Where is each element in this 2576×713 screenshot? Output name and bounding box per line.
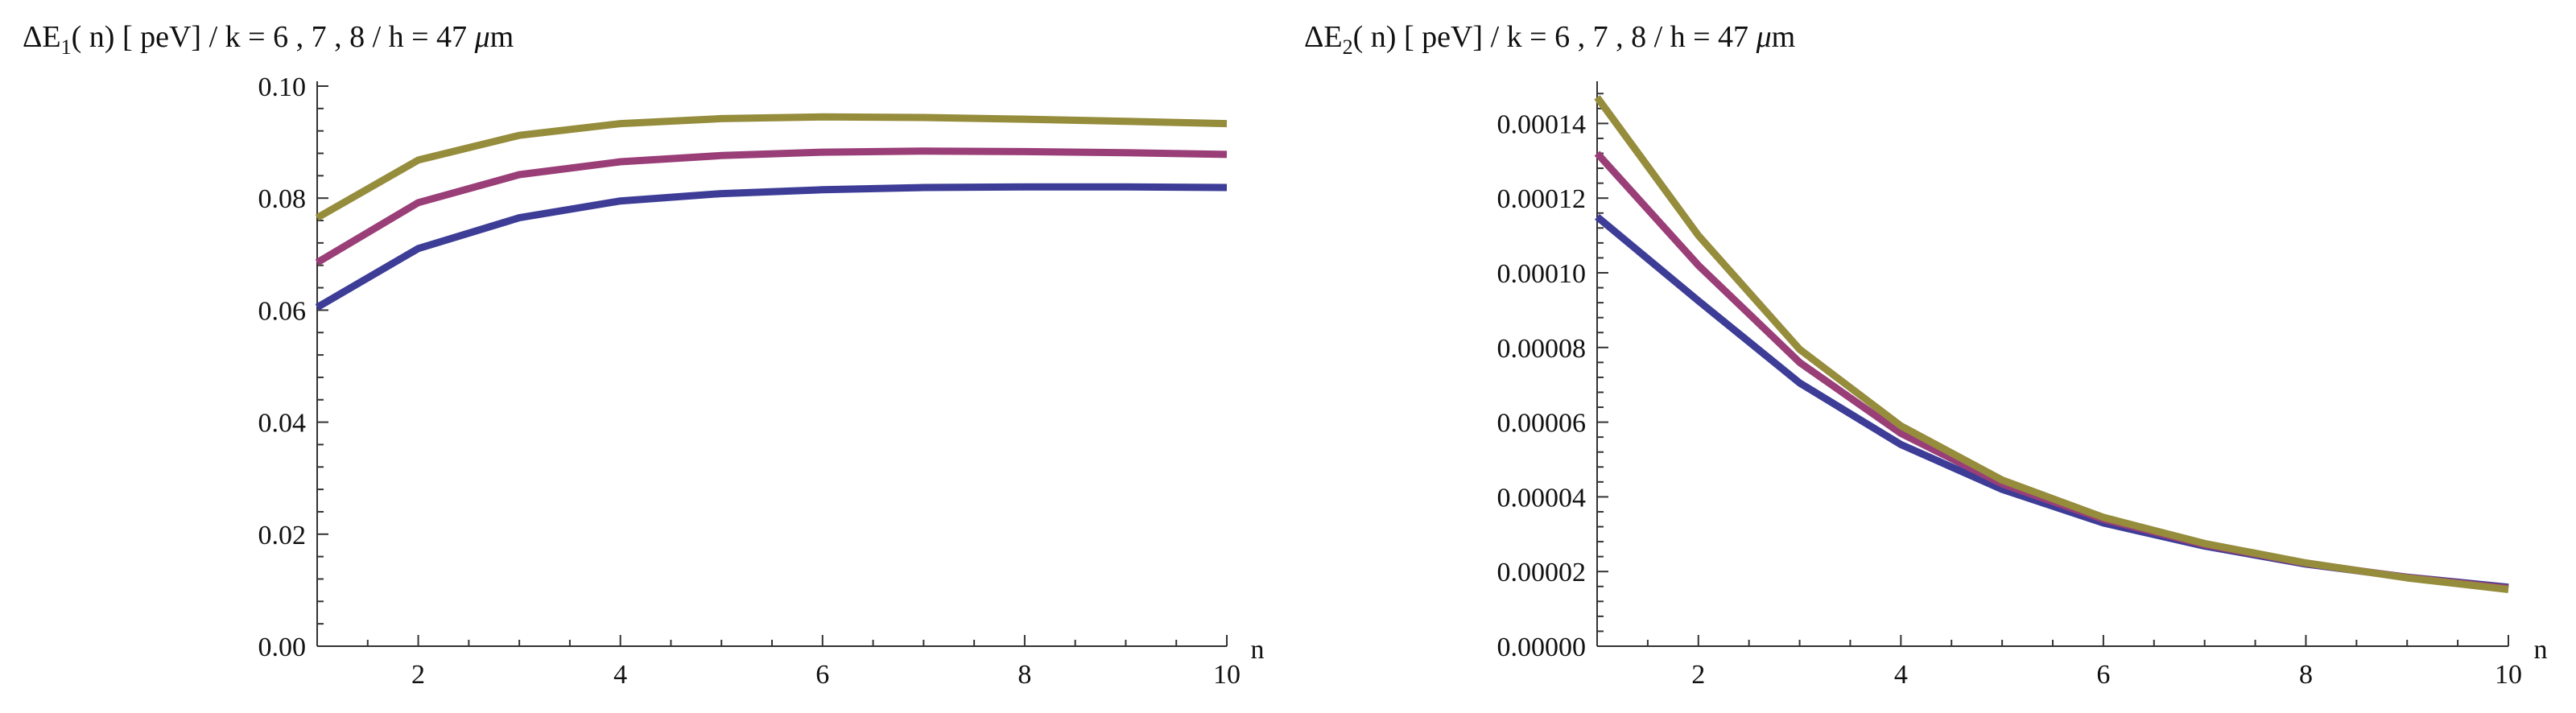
x-tick-label: 6 (815, 660, 829, 690)
x-tick-label: 4 (1894, 660, 1908, 690)
series-line-2 (315, 147, 1228, 266)
x-tick-label: 2 (1691, 660, 1705, 690)
y-tick-label: 0.10 (258, 72, 307, 102)
x-tick-label: 6 (2096, 660, 2110, 690)
series-line-3 (1594, 95, 2509, 593)
y-tick-label: 0.00006 (1497, 409, 1587, 439)
y-tick-label: 0.00 (258, 633, 307, 662)
x-axis-label: n (1251, 635, 1265, 665)
y-tick-label: 0.06 (258, 296, 307, 326)
x-tick-label: 10 (2495, 660, 2522, 690)
chart-1: ΔE1( n) [ peV] / k = 6 , 7 , 8 / h = 47 … (23, 20, 1265, 690)
y-tick-label: 0.00000 (1497, 633, 1587, 662)
y-tick-label: 0.02 (258, 521, 307, 550)
series-line-2 (1594, 150, 2509, 592)
chart-title: ΔE2( n) [ peV] / k = 6 , 7 , 8 / h = 47 … (1304, 20, 1795, 59)
y-tick-label: 0.00010 (1497, 259, 1587, 289)
x-tick-label: 10 (1213, 660, 1241, 690)
x-tick-label: 8 (1018, 660, 1031, 690)
y-tick-label: 0.00012 (1497, 184, 1587, 214)
y-tick-label: 0.08 (258, 184, 307, 214)
chart-title: ΔE1( n) [ peV] / k = 6 , 7 , 8 / h = 47 … (23, 20, 514, 59)
y-tick-label: 0.00002 (1497, 558, 1587, 587)
x-tick-label: 4 (613, 660, 627, 690)
y-tick-label: 0.00014 (1497, 109, 1587, 139)
x-tick-label: 2 (411, 660, 425, 690)
chart-2: ΔE2( n) [ peV] / k = 6 , 7 , 8 / h = 47 … (1304, 20, 2548, 690)
series-line-1 (315, 183, 1228, 311)
y-tick-label: 0.00004 (1497, 483, 1587, 513)
x-tick-label: 8 (2299, 660, 2313, 690)
y-tick-label: 0.00008 (1497, 334, 1587, 364)
y-tick-label: 0.04 (258, 409, 307, 439)
series-line-3 (315, 113, 1228, 221)
x-axis-label: n (2534, 635, 2548, 665)
